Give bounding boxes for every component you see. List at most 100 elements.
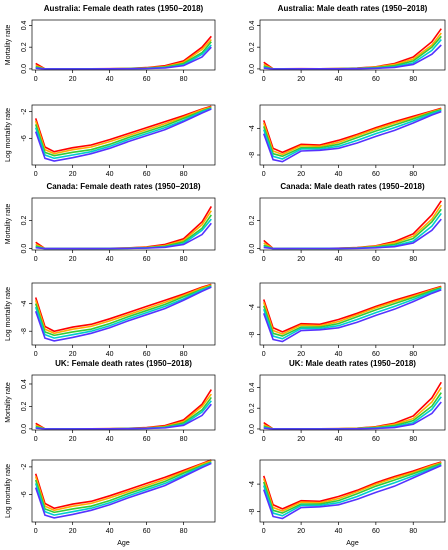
x-tick-label: 0 [34, 256, 38, 263]
x-axis-label: Age [117, 540, 130, 547]
chart-title: Canada: Male death rates (1950−2018) [280, 182, 425, 191]
x-tick-label: 0 [262, 528, 266, 535]
x-tick-label: 40 [335, 256, 343, 263]
x-tick-label: 20 [69, 436, 77, 443]
x-tick-label: 40 [335, 351, 343, 358]
x-tick-label: 0 [262, 76, 266, 83]
x-tick-label: 0 [34, 351, 38, 358]
x-tick-label: 20 [69, 351, 77, 358]
series-line [262, 461, 442, 510]
y-tick-label: 0.0 [21, 64, 28, 74]
x-tick-label: 60 [372, 436, 380, 443]
y-axis-label: Log mortality rate [5, 287, 12, 341]
y-axis-label: Mortality rate [5, 382, 12, 423]
x-tick-label: 60 [143, 351, 151, 358]
series-line [263, 44, 442, 70]
series-line [34, 106, 212, 157]
x-tick-label: 80 [409, 76, 417, 83]
y-tick-label: 0.0 [249, 244, 256, 254]
y-axis-label: Log mortality rate [5, 464, 12, 518]
series-line [263, 401, 442, 430]
y-tick-label: 0.4 [249, 20, 256, 30]
y-tick-label: -4 [249, 481, 256, 487]
series-line [34, 284, 212, 335]
series-line [34, 459, 212, 510]
x-tick-label: 80 [409, 256, 417, 263]
y-tick-label: 0.2 [249, 216, 256, 226]
chart-title: UK: Female death rates (1950−2018) [55, 359, 192, 368]
x-tick-label: 20 [297, 171, 305, 178]
chart-title: Canada: Female death rates (1950−2018) [46, 182, 200, 191]
x-tick-label: 40 [335, 436, 343, 443]
y-tick-label: -2 [21, 108, 28, 114]
x-tick-label: 80 [409, 171, 417, 178]
x-tick-label: 20 [69, 256, 77, 263]
x-tick-label: 20 [297, 436, 305, 443]
series-line [34, 105, 212, 153]
x-tick-label: 20 [297, 351, 305, 358]
series-line [35, 222, 212, 250]
x-tick-label: 60 [372, 256, 380, 263]
series-line [35, 46, 212, 70]
y-tick-label: 0.2 [21, 216, 28, 226]
y-tick-label: 0.4 [21, 20, 28, 30]
series-line [262, 285, 442, 333]
x-tick-label: 40 [106, 256, 114, 263]
x-tick-label: 60 [372, 351, 380, 358]
x-tick-label: 80 [409, 436, 417, 443]
plot-frame [31, 104, 216, 166]
x-tick-label: 60 [372, 528, 380, 535]
x-tick-label: 40 [106, 76, 114, 83]
x-tick-label: 80 [180, 256, 188, 263]
series-line [263, 218, 442, 250]
y-tick-label: 0.2 [21, 42, 28, 52]
x-tick-label: 20 [297, 256, 305, 263]
x-tick-label: 80 [180, 436, 188, 443]
x-tick-label: 20 [69, 171, 77, 178]
y-tick-label: 0.0 [21, 424, 28, 434]
series-line [34, 459, 212, 512]
series-line [34, 108, 212, 162]
series-line [262, 109, 442, 160]
x-tick-label: 40 [106, 171, 114, 178]
x-tick-label: 20 [69, 76, 77, 83]
x-tick-label: 40 [106, 351, 114, 358]
x-tick-label: 60 [372, 76, 380, 83]
x-tick-label: 80 [180, 528, 188, 535]
series-line [34, 462, 212, 516]
series-line [262, 110, 442, 163]
x-tick-label: 20 [297, 528, 305, 535]
series-line [262, 464, 442, 520]
series-line [34, 462, 212, 519]
y-tick-label: -2 [21, 464, 28, 470]
x-tick-label: 60 [143, 256, 151, 263]
series-line [262, 461, 442, 512]
y-tick-label: 0.2 [249, 403, 256, 413]
series-line [262, 289, 442, 343]
y-tick-label: 0.4 [249, 382, 256, 392]
y-tick-label: 0.4 [21, 379, 28, 389]
x-tick-label: 60 [372, 171, 380, 178]
x-tick-label: 0 [34, 528, 38, 535]
y-tick-label: 0.0 [249, 424, 256, 434]
y-tick-label: 0.2 [21, 401, 28, 411]
x-tick-label: 60 [143, 171, 151, 178]
x-axis-label: Age [346, 540, 359, 547]
series-line [262, 108, 442, 156]
x-tick-label: 40 [335, 171, 343, 178]
y-tick-label: -6 [21, 491, 28, 497]
y-tick-label: -4 [249, 304, 256, 310]
plot-frame [31, 197, 216, 251]
x-tick-label: 0 [262, 351, 266, 358]
x-tick-label: 0 [34, 76, 38, 83]
x-tick-label: 80 [180, 76, 188, 83]
y-tick-label: -8 [249, 508, 256, 514]
plot-frame [259, 459, 446, 523]
plot-frame [31, 19, 216, 71]
series-line [262, 107, 442, 154]
chart-title: Australia: Female death rates (1950−2018… [44, 4, 204, 13]
x-tick-label: 0 [34, 436, 38, 443]
series-line [262, 464, 442, 517]
x-tick-label: 20 [297, 76, 305, 83]
